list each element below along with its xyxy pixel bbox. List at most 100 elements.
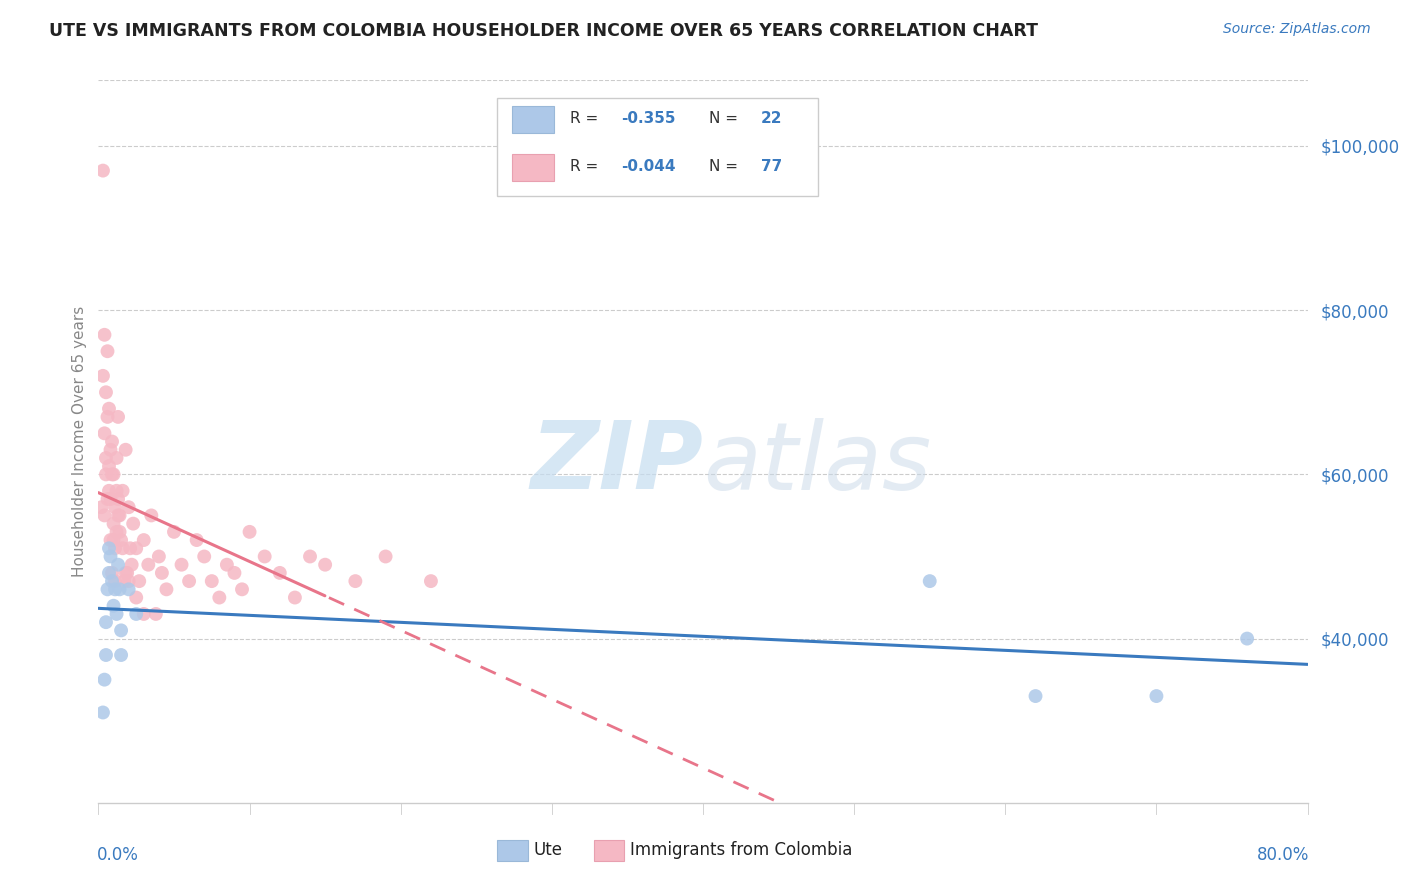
Point — [1024, 689, 1046, 703]
Text: 80.0%: 80.0% — [1257, 847, 1309, 864]
Point — [118, 500, 141, 515]
Point — [98, 483, 121, 498]
Point — [112, 574, 135, 588]
Point — [91, 163, 114, 178]
Point — [114, 566, 136, 580]
Point — [111, 541, 134, 556]
Point — [253, 549, 276, 564]
Point — [103, 599, 125, 613]
Point — [239, 524, 262, 539]
Text: Source: ZipAtlas.com: Source: ZipAtlas.com — [1223, 22, 1371, 37]
Point — [96, 582, 118, 597]
Point — [193, 549, 215, 564]
Point — [186, 533, 208, 547]
Point — [101, 467, 124, 482]
Point — [94, 615, 117, 630]
Point — [314, 558, 336, 572]
Point — [374, 549, 396, 564]
Point — [93, 673, 115, 687]
Point — [110, 624, 132, 638]
Point — [155, 582, 177, 597]
Point — [136, 558, 159, 572]
Point — [110, 648, 132, 662]
Point — [125, 607, 148, 621]
Bar — [512, 154, 554, 181]
Point — [284, 591, 307, 605]
Point — [91, 368, 114, 383]
Point — [120, 541, 142, 556]
Point — [107, 508, 129, 523]
Point — [93, 508, 115, 523]
Point — [1236, 632, 1258, 646]
Point — [108, 524, 131, 539]
Point — [108, 582, 131, 597]
Point — [94, 648, 117, 662]
Point — [103, 533, 125, 547]
Point — [100, 442, 122, 457]
Point — [125, 541, 148, 556]
Point — [98, 566, 121, 580]
Point — [100, 491, 122, 506]
Point — [170, 558, 193, 572]
Point — [91, 706, 114, 720]
Point — [104, 541, 127, 556]
Point — [201, 574, 224, 588]
Point — [114, 442, 136, 457]
Point — [148, 549, 170, 564]
Point — [215, 558, 238, 572]
Bar — [498, 840, 527, 861]
FancyBboxPatch shape — [498, 98, 818, 196]
Point — [104, 500, 127, 515]
Point — [93, 426, 115, 441]
Text: 77: 77 — [761, 160, 782, 175]
Text: Immigrants from Colombia: Immigrants from Colombia — [630, 841, 853, 859]
Text: R =: R = — [569, 160, 603, 175]
Point — [103, 516, 125, 531]
Point — [918, 574, 941, 588]
Point — [94, 385, 117, 400]
Text: ZIP: ZIP — [530, 417, 703, 509]
Point — [208, 591, 231, 605]
Point — [122, 516, 145, 531]
Point — [1144, 689, 1167, 703]
Point — [98, 541, 121, 556]
Point — [100, 549, 122, 564]
Point — [420, 574, 443, 588]
Point — [110, 533, 132, 547]
Point — [104, 582, 127, 597]
Y-axis label: Householder Income Over 65 years: Householder Income Over 65 years — [72, 306, 87, 577]
Point — [103, 467, 125, 482]
Point — [96, 344, 118, 359]
Point — [101, 574, 124, 588]
Text: UTE VS IMMIGRANTS FROM COLOMBIA HOUSEHOLDER INCOME OVER 65 YEARS CORRELATION CHA: UTE VS IMMIGRANTS FROM COLOMBIA HOUSEHOL… — [49, 22, 1038, 40]
Text: Ute: Ute — [534, 841, 562, 859]
Point — [96, 409, 118, 424]
Point — [132, 607, 155, 621]
Text: N =: N = — [709, 160, 742, 175]
Point — [150, 566, 173, 580]
Point — [105, 483, 128, 498]
Point — [107, 409, 129, 424]
Point — [344, 574, 367, 588]
Point — [96, 491, 118, 506]
Bar — [595, 840, 624, 861]
Point — [98, 401, 121, 416]
Point — [163, 524, 186, 539]
Point — [107, 558, 129, 572]
Point — [224, 566, 246, 580]
Point — [101, 566, 124, 580]
Point — [121, 558, 143, 572]
Text: atlas: atlas — [703, 417, 931, 508]
Text: R =: R = — [569, 112, 603, 126]
Point — [141, 508, 163, 523]
Point — [128, 574, 150, 588]
Point — [105, 607, 128, 621]
Point — [118, 574, 141, 588]
Point — [231, 582, 253, 597]
Text: N =: N = — [709, 112, 742, 126]
Point — [104, 574, 127, 588]
Bar — [512, 105, 554, 133]
Point — [118, 582, 141, 597]
Text: -0.355: -0.355 — [621, 112, 675, 126]
Point — [105, 450, 128, 465]
